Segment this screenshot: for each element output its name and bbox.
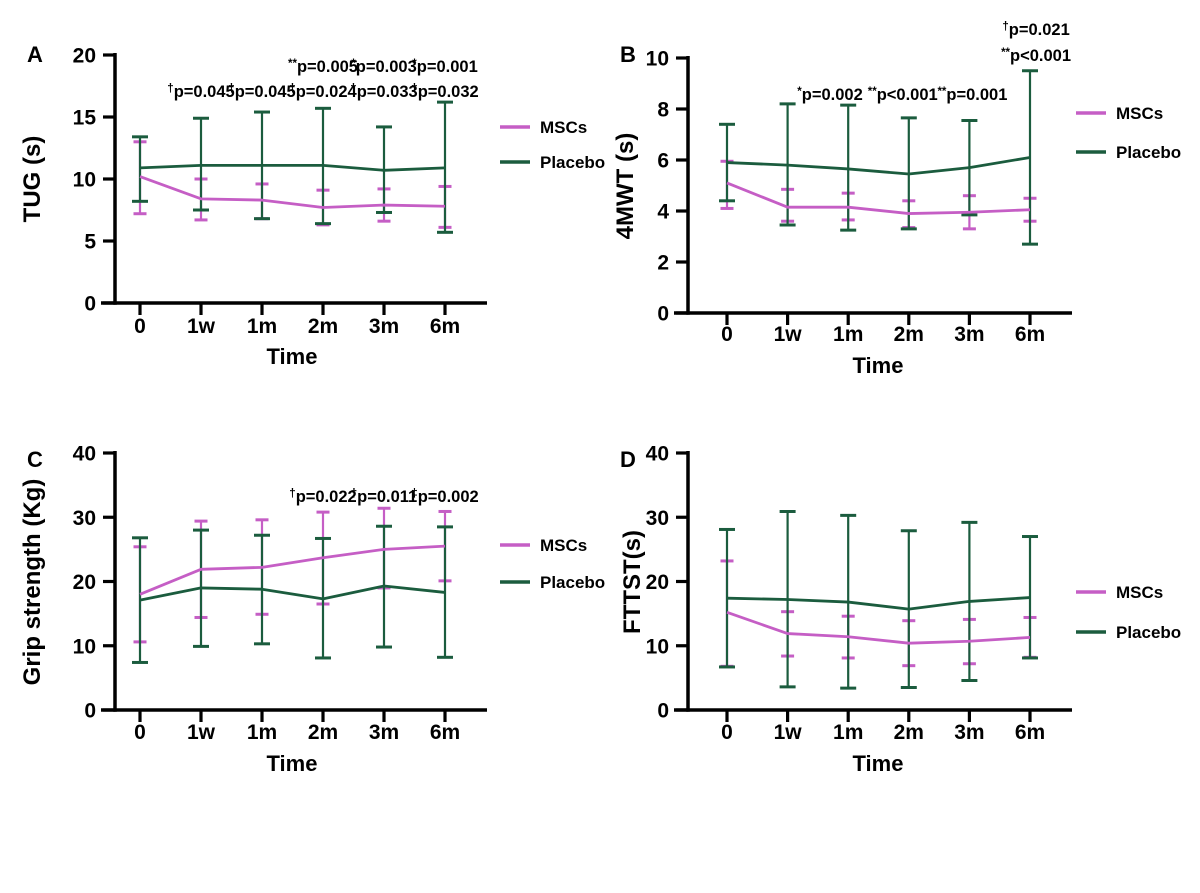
error-bars-mscs bbox=[133, 140, 452, 229]
x-tick-label: 1m bbox=[833, 323, 863, 346]
x-tick-label: 1m bbox=[247, 721, 277, 744]
panel-B: 0 2 4 6 8 10 0 1w 1m 2m 3m 6m 4MWT (s) Time B MSCs Place… bbox=[612, 21, 1181, 378]
p-value-annotation: *p=0.002 bbox=[797, 86, 863, 104]
x-tick-label: 1w bbox=[187, 315, 216, 338]
y-tick-label: 10 bbox=[73, 169, 96, 192]
x-axis-title: Time bbox=[853, 751, 904, 776]
x-tick-label: 6m bbox=[1015, 323, 1045, 346]
x-tick-label: 1w bbox=[187, 721, 216, 744]
legend-label-placebo: Placebo bbox=[540, 573, 605, 592]
panel-C: 0 10 20 30 40 0 1w 1m 2m 3m 6m Grip strength (Kg) Ti… bbox=[19, 443, 605, 777]
x-tick-label: 2m bbox=[894, 323, 924, 346]
y-tick-label: 30 bbox=[73, 507, 96, 530]
panel-letter: B bbox=[620, 42, 636, 67]
x-tick-label: 1w bbox=[774, 721, 803, 744]
p-value-annotation: †p=0.045 bbox=[228, 83, 295, 101]
y-tick-label: 20 bbox=[73, 571, 96, 594]
y-tick-label: 30 bbox=[646, 507, 669, 530]
y-tick-label: 40 bbox=[73, 443, 96, 466]
x-tick-label: 3m bbox=[369, 315, 399, 338]
p-value-annotation: *p=0.001 bbox=[412, 58, 478, 76]
p-value-annotation: †p=0.024 bbox=[289, 83, 357, 101]
legend-label-mscs: MSCs bbox=[540, 536, 587, 555]
series-line-placebo bbox=[139, 584, 446, 602]
series-line-mscs bbox=[139, 175, 446, 209]
y-tick-label: 5 bbox=[84, 231, 96, 254]
y-tick-label: 20 bbox=[646, 571, 669, 594]
p-value-annotation: ‡p=0.002 bbox=[411, 488, 478, 506]
y-axis-title: FTTST(s) bbox=[619, 530, 646, 634]
p-value-annotation: †p=0.033 bbox=[350, 83, 417, 101]
x-tick-label: 3m bbox=[369, 721, 399, 744]
x-tick-label: 2m bbox=[308, 721, 338, 744]
series-line-placebo bbox=[139, 163, 446, 172]
y-tick-label: 8 bbox=[657, 99, 669, 122]
series-line-placebo bbox=[726, 596, 1031, 611]
x-tick-label: 1m bbox=[247, 315, 277, 338]
y-axis-title: 4MWT (s) bbox=[612, 133, 639, 240]
y-tick-label: 20 bbox=[73, 45, 96, 68]
panel-letter: D bbox=[620, 447, 636, 472]
p-value-annotation: *p=0.003 bbox=[351, 58, 417, 76]
series-line-mscs bbox=[726, 181, 1031, 215]
x-tick-label: 1m bbox=[833, 721, 863, 744]
series-line-placebo bbox=[726, 156, 1031, 176]
p-value-annotation: †p=0.021 bbox=[1002, 21, 1069, 39]
legend-label-mscs: MSCs bbox=[540, 118, 587, 137]
x-tick-label: 1w bbox=[774, 323, 803, 346]
x-tick-label: 2m bbox=[308, 315, 338, 338]
y-tick-label: 0 bbox=[657, 700, 669, 723]
legend-label-mscs: MSCs bbox=[1116, 104, 1163, 123]
y-tick-label: 0 bbox=[84, 293, 96, 316]
x-tick-label: 0 bbox=[721, 721, 733, 744]
x-tick-label: 0 bbox=[134, 721, 146, 744]
panel-A: 0 5 10 15 20 0 1w 1m 2m 3m 6m TUG (s) Time A MSCs Place… bbox=[19, 42, 605, 369]
y-axis-title: Grip strength (Kg) bbox=[19, 479, 46, 686]
p-value-annotation: **p<0.001 bbox=[1001, 47, 1071, 65]
x-tick-label: 6m bbox=[430, 315, 460, 338]
x-tick-label: 3m bbox=[954, 323, 984, 346]
x-tick-label: 0 bbox=[721, 323, 733, 346]
x-axis-title: Time bbox=[267, 751, 318, 776]
error-bars-mscs bbox=[720, 559, 1037, 668]
y-axis-title: TUG (s) bbox=[19, 136, 46, 223]
x-tick-label: 0 bbox=[134, 315, 146, 338]
y-tick-label: 2 bbox=[657, 252, 669, 275]
p-value-annotation: **p=0.005 bbox=[288, 58, 358, 76]
legend-label-placebo: Placebo bbox=[540, 153, 605, 172]
error-bars-mscs bbox=[133, 506, 452, 644]
y-tick-label: 10 bbox=[646, 48, 669, 71]
y-tick-label: 0 bbox=[84, 700, 96, 723]
legend-label-placebo: Placebo bbox=[1116, 623, 1181, 642]
x-axis-title: Time bbox=[853, 353, 904, 378]
p-value-annotation: †p=0.022 bbox=[289, 488, 356, 506]
y-tick-label: 4 bbox=[657, 201, 669, 224]
p-value-annotation: †p=0.011 bbox=[351, 488, 418, 506]
p-value-annotation: **p<0.001 bbox=[868, 86, 938, 104]
panel-letter: C bbox=[27, 447, 43, 472]
y-tick-label: 0 bbox=[657, 303, 669, 326]
p-value-annotation: †p=0.032 bbox=[411, 83, 478, 101]
y-tick-label: 10 bbox=[646, 635, 669, 658]
series-line-mscs bbox=[139, 544, 446, 596]
y-tick-label: 10 bbox=[73, 635, 96, 658]
panel-letter: A bbox=[27, 42, 43, 67]
panel-D: 0 10 20 30 40 0 1w 1m 2m 3m 6m FTTST(s) Time D MSCs Pla… bbox=[619, 443, 1181, 777]
x-axis-title: Time bbox=[267, 344, 318, 369]
x-tick-label: 2m bbox=[894, 721, 924, 744]
p-value-annotation: **p=0.001 bbox=[937, 86, 1007, 104]
legend-label-placebo: Placebo bbox=[1116, 143, 1181, 162]
p-value-annotation: †p=0.045 bbox=[167, 83, 234, 101]
y-tick-label: 40 bbox=[646, 443, 669, 466]
legend-label-mscs: MSCs bbox=[1116, 583, 1163, 602]
y-tick-label: 15 bbox=[73, 107, 97, 130]
x-tick-label: 3m bbox=[954, 721, 984, 744]
y-tick-label: 6 bbox=[657, 150, 669, 173]
x-tick-label: 6m bbox=[1015, 721, 1045, 744]
x-tick-label: 6m bbox=[430, 721, 460, 744]
series-line-mscs bbox=[726, 611, 1031, 645]
